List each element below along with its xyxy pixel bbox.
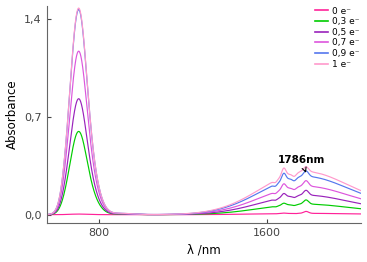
0,9 e⁻: [165, 213, 169, 216]
0,3 e⁻: [359, 207, 364, 210]
0 e⁻: [233, 213, 237, 216]
0 e⁻: [44, 213, 49, 216]
Line: 0 e⁻: 0 e⁻: [47, 211, 361, 215]
0,9 e⁻: [279, 176, 284, 179]
1 e⁻: [165, 213, 169, 216]
Text: 1786nm: 1786nm: [277, 155, 325, 172]
X-axis label: λ /nm: λ /nm: [187, 243, 221, 256]
0 e⁻: [304, 210, 308, 213]
0 e⁻: [249, 212, 254, 216]
Line: 0,5 e⁻: 0,5 e⁻: [47, 99, 361, 215]
1 e⁻: [303, 165, 308, 168]
Legend: 0 e⁻, 0,3 e⁻, 0,5 e⁻, 0,7 e⁻, 0,9 e⁻, 1 e⁻: 0 e⁻, 0,3 e⁻, 0,5 e⁻, 0,7 e⁻, 0,9 e⁻, 1 …: [315, 6, 360, 70]
Line: 0,3 e⁻: 0,3 e⁻: [47, 132, 361, 215]
0,7 e⁻: [102, 204, 106, 207]
1 e⁻: [233, 201, 238, 204]
0 e⁻: [165, 213, 169, 216]
0 e⁻: [102, 213, 106, 216]
1 e⁻: [279, 171, 284, 174]
0,5 e⁻: [279, 194, 284, 197]
0,5 e⁻: [233, 208, 238, 211]
0,9 e⁻: [303, 170, 308, 173]
Line: 0,9 e⁻: 0,9 e⁻: [47, 9, 361, 215]
0,7 e⁻: [303, 179, 308, 182]
0,5 e⁻: [249, 204, 254, 207]
0,7 e⁻: [44, 213, 49, 216]
0,7 e⁻: [359, 197, 364, 200]
0,3 e⁻: [233, 210, 238, 213]
0,9 e⁻: [359, 192, 364, 195]
0,7 e⁻: [249, 200, 254, 203]
0,9 e⁻: [44, 213, 49, 216]
0,5 e⁻: [165, 213, 169, 216]
1 e⁻: [359, 189, 364, 192]
0,9 e⁻: [102, 201, 106, 204]
0 e⁻: [303, 210, 308, 213]
Line: 0,7 e⁻: 0,7 e⁻: [47, 51, 361, 215]
0,3 e⁻: [165, 213, 169, 216]
0,5 e⁻: [76, 97, 81, 100]
0,3 e⁻: [303, 198, 308, 201]
Y-axis label: Absorbance: Absorbance: [6, 79, 19, 149]
1 e⁻: [102, 201, 106, 204]
0,3 e⁻: [279, 203, 284, 206]
0,3 e⁻: [102, 208, 106, 211]
0,7 e⁻: [165, 213, 169, 216]
0,5 e⁻: [44, 213, 49, 216]
0,3 e⁻: [249, 208, 254, 211]
0,7 e⁻: [76, 50, 81, 53]
0 e⁻: [279, 212, 284, 215]
0,3 e⁻: [44, 213, 49, 216]
0,9 e⁻: [249, 195, 254, 198]
1 e⁻: [249, 193, 254, 196]
0,5 e⁻: [303, 189, 308, 192]
0,5 e⁻: [102, 206, 106, 210]
1 e⁻: [76, 7, 81, 10]
1 e⁻: [44, 213, 49, 216]
0,7 e⁻: [279, 185, 284, 188]
0 e⁻: [359, 212, 364, 216]
0,7 e⁻: [233, 205, 238, 208]
0,5 e⁻: [359, 202, 364, 205]
0,3 e⁻: [76, 130, 81, 133]
Line: 1 e⁻: 1 e⁻: [47, 8, 361, 215]
0,9 e⁻: [233, 202, 238, 205]
0,9 e⁻: [76, 8, 81, 11]
